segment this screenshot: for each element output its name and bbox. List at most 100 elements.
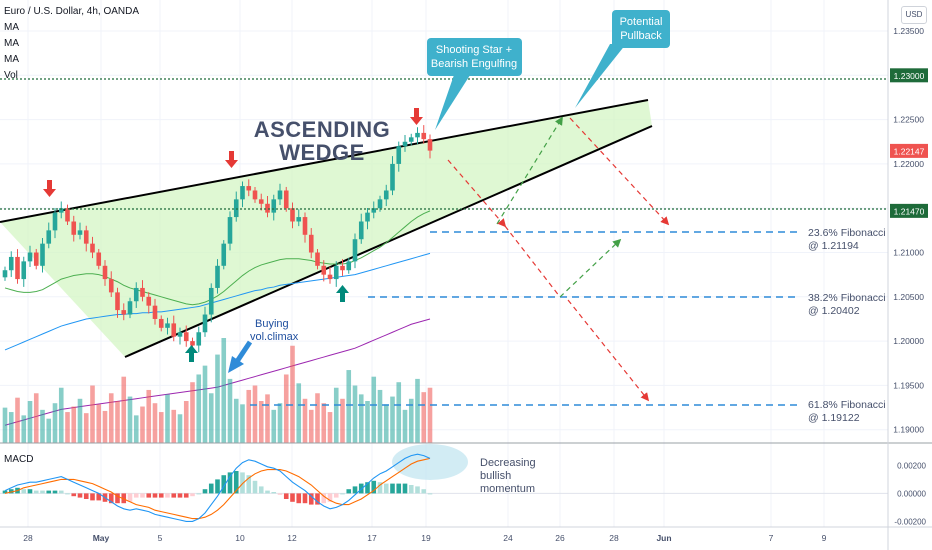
candle-body [15,256,20,280]
shooting-star-callout[interactable]: Shooting Star + Bearish Engulfing [427,38,522,130]
volume-bar [65,412,70,443]
volume-bar [196,374,202,443]
macd-tick-label: 0.00000 [897,489,926,498]
volume-bars [2,338,433,443]
candle-body [352,239,358,262]
volume-bar [152,403,158,443]
macd-histogram-bar [171,493,177,498]
buy-signal-arrow-2 [336,285,349,302]
candle-body [240,186,245,200]
volume-bar [383,404,389,443]
volume-bar [83,413,89,443]
volume-bar [2,407,8,443]
volume-bar [252,385,258,443]
volume-bar [158,412,164,443]
macd-histogram-bar [58,490,64,494]
volume-bar [127,396,133,443]
macd-histogram-bar [283,493,289,499]
candle-body [421,132,427,140]
macd-histogram-bar [377,482,383,494]
volume-bar [52,403,58,443]
momentum-text-1: Decreasing [480,457,536,469]
candle-body [146,296,152,306]
volume-bar [271,409,277,443]
signal-line [4,457,431,520]
macd-histogram-bar [65,493,70,495]
macd-histogram-bar [90,493,95,501]
currency-button[interactable]: USD [901,6,927,24]
candle-body [196,332,202,346]
candle-body [415,132,420,138]
candle-body [77,230,83,235]
momentum-text-2: bullish [480,470,511,482]
indicator-ma-3[interactable]: MA [4,54,19,65]
momentum-highlight [392,444,468,480]
macd-histogram-bar [427,493,433,495]
candle-body [396,146,402,164]
projection-down-arrow-3 [504,225,561,298]
macd-histogram-bar [158,493,164,498]
wedge-upper-line[interactable] [0,99,649,223]
macd-histogram-bar [290,493,295,502]
candle-body [96,252,102,266]
candle-body [321,265,327,275]
projection-up-arrow-1 [496,116,563,225]
projection-down-arrow-2 [447,159,507,228]
price-axis[interactable]: 1.235001.230001.225001.220001.215001.210… [893,26,924,435]
candle-body [215,265,220,288]
indicator-ma-2[interactable]: MA [4,38,19,49]
volume-bar [240,404,245,443]
buying-climax-text-1: Buying [255,318,289,330]
macd-axis: 0.00200 0.00000 -0.00200 [894,461,926,526]
volume-bar [352,385,358,443]
macd-histogram-bar [371,480,377,494]
candle-body [177,332,183,337]
candle-body [427,139,433,151]
macd-histogram-bar [265,490,270,494]
macd-histogram-bar [83,493,89,499]
time-axis[interactable]: 28 May 5 10 12 17 19 24 26 28 Jun 7 9 [23,533,826,543]
candle-body [402,141,408,147]
macd-histogram-bar [315,493,320,505]
time-tick-label: 12 [287,533,297,543]
macd-histogram-bar [340,493,345,495]
volume-bar [58,387,64,443]
volume-bar [21,415,27,443]
macd-histogram-bar [346,489,352,494]
volume-bar [396,382,402,443]
candle-body [271,199,277,213]
candle-body [377,199,383,209]
macd-histogram-bar [2,490,8,494]
volume-bar [408,398,414,443]
macd-histogram-bar [27,489,33,494]
macd-histogram-bar [146,493,152,498]
wedge-label-line2: WEDGE [279,140,365,165]
volume-bar [165,394,170,443]
ma-green-line [4,210,431,306]
candle-body [277,190,283,200]
candle-body [390,163,395,191]
price-tick-label: 1.20000 [893,336,924,346]
candle-body [2,270,8,278]
ma-blue-line [4,252,431,351]
macd-histogram-bar [233,471,239,494]
projection-down-arrow-4 [567,299,650,402]
buying-climax-text-2: vol.climax [250,331,299,343]
shooting-star-text-2: Bearish Engulfing [431,58,517,70]
volume-bar [33,393,39,443]
macd-histogram-bar [227,472,233,494]
volume-bar [27,401,33,443]
macd-histogram-bar [221,475,227,494]
indicator-vol[interactable]: Vol [4,70,18,81]
candle-body [290,208,295,222]
price-tick-label: 1.21000 [893,248,924,258]
candle-body [33,252,39,266]
candle-body [265,203,270,213]
candle-body [52,212,58,231]
time-tick-label: 9 [822,533,827,543]
indicator-ma-1[interactable]: MA [4,22,19,33]
pullback-callout[interactable]: Potential Pullback [575,10,670,108]
volume-bar [327,412,333,443]
candle-body [171,323,177,337]
